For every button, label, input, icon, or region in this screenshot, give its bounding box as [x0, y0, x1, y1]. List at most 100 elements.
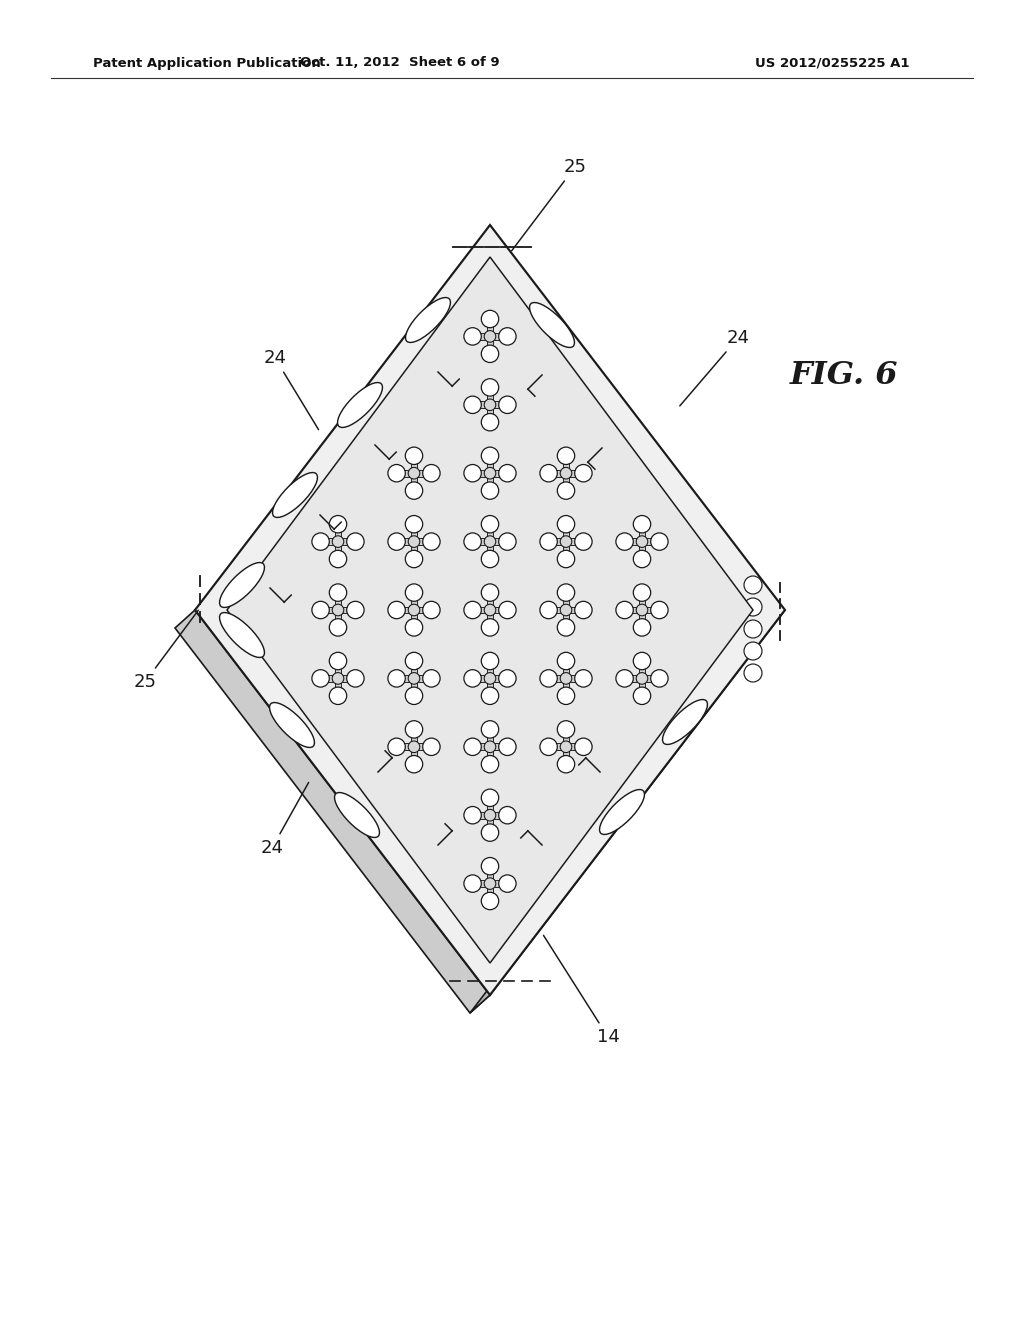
Circle shape	[499, 396, 516, 413]
Circle shape	[557, 721, 574, 738]
Circle shape	[481, 652, 499, 669]
Polygon shape	[396, 470, 414, 477]
Polygon shape	[639, 678, 645, 696]
Polygon shape	[566, 539, 584, 545]
Polygon shape	[549, 743, 566, 750]
Polygon shape	[396, 539, 414, 545]
Circle shape	[330, 583, 347, 602]
Circle shape	[540, 602, 557, 619]
Polygon shape	[411, 661, 418, 678]
Circle shape	[540, 533, 557, 550]
Circle shape	[423, 669, 440, 688]
Circle shape	[574, 738, 592, 755]
Circle shape	[464, 875, 481, 892]
Circle shape	[557, 619, 574, 636]
Circle shape	[406, 516, 423, 533]
Circle shape	[574, 533, 592, 550]
Polygon shape	[562, 473, 569, 491]
Polygon shape	[562, 524, 569, 541]
Polygon shape	[473, 401, 490, 408]
Circle shape	[574, 602, 592, 619]
Circle shape	[423, 602, 440, 619]
Circle shape	[484, 330, 496, 342]
Polygon shape	[473, 539, 490, 545]
Polygon shape	[549, 539, 566, 545]
Circle shape	[636, 673, 648, 684]
Circle shape	[330, 619, 347, 636]
Polygon shape	[335, 524, 341, 541]
Circle shape	[650, 533, 668, 550]
Polygon shape	[175, 610, 490, 1012]
Circle shape	[744, 598, 762, 616]
Circle shape	[330, 516, 347, 533]
Circle shape	[481, 516, 499, 533]
Circle shape	[481, 892, 499, 909]
Circle shape	[557, 516, 574, 533]
Polygon shape	[566, 743, 584, 750]
Circle shape	[499, 807, 516, 824]
Polygon shape	[566, 606, 584, 614]
Circle shape	[464, 533, 481, 550]
Polygon shape	[414, 606, 431, 614]
Circle shape	[409, 467, 420, 479]
Circle shape	[636, 536, 648, 548]
Circle shape	[347, 669, 365, 688]
Circle shape	[481, 721, 499, 738]
Circle shape	[484, 467, 496, 479]
Text: 25: 25	[133, 610, 199, 690]
Circle shape	[332, 536, 344, 548]
Polygon shape	[411, 593, 418, 610]
Circle shape	[481, 824, 499, 841]
Circle shape	[615, 602, 633, 619]
Circle shape	[540, 465, 557, 482]
Text: 24: 24	[263, 348, 318, 429]
Circle shape	[481, 619, 499, 636]
Circle shape	[499, 602, 516, 619]
Circle shape	[499, 533, 516, 550]
Circle shape	[406, 652, 423, 669]
Circle shape	[633, 550, 650, 568]
Circle shape	[560, 605, 571, 616]
Circle shape	[484, 605, 496, 616]
Polygon shape	[486, 319, 494, 337]
Circle shape	[423, 465, 440, 482]
Circle shape	[484, 536, 496, 548]
Polygon shape	[490, 539, 508, 545]
Circle shape	[464, 807, 481, 824]
Polygon shape	[227, 257, 753, 964]
Circle shape	[406, 447, 423, 465]
Circle shape	[312, 669, 330, 688]
Circle shape	[744, 620, 762, 638]
Circle shape	[481, 482, 499, 499]
Polygon shape	[642, 675, 659, 682]
Polygon shape	[562, 661, 569, 678]
Circle shape	[481, 789, 499, 807]
Polygon shape	[562, 730, 569, 747]
Circle shape	[633, 619, 650, 636]
Circle shape	[312, 533, 330, 550]
Circle shape	[409, 741, 420, 752]
Polygon shape	[335, 661, 341, 678]
Ellipse shape	[335, 792, 380, 837]
Circle shape	[481, 755, 499, 774]
Text: 14: 14	[544, 936, 620, 1045]
Polygon shape	[486, 593, 494, 610]
Circle shape	[499, 669, 516, 688]
Polygon shape	[562, 747, 569, 764]
Polygon shape	[411, 473, 418, 491]
Polygon shape	[473, 675, 490, 682]
Polygon shape	[396, 606, 414, 614]
Polygon shape	[625, 539, 642, 545]
Circle shape	[557, 755, 574, 774]
Circle shape	[615, 669, 633, 688]
Polygon shape	[396, 675, 414, 682]
Polygon shape	[473, 333, 490, 339]
Ellipse shape	[219, 562, 264, 607]
Circle shape	[557, 652, 574, 669]
Circle shape	[464, 602, 481, 619]
Circle shape	[744, 642, 762, 660]
Circle shape	[312, 602, 330, 619]
Circle shape	[332, 605, 344, 616]
Circle shape	[636, 605, 648, 616]
Circle shape	[388, 602, 406, 619]
